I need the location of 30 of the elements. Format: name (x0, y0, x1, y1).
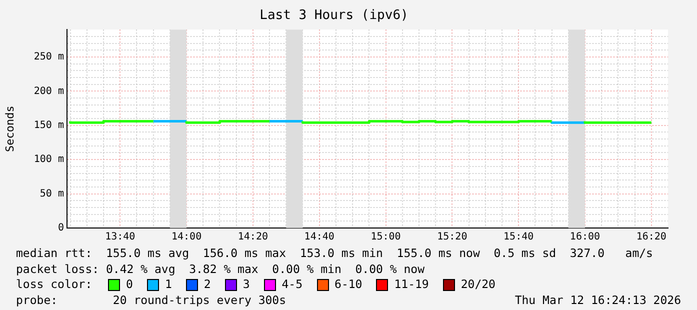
x-tick-label: 16:20 (636, 232, 666, 243)
text: probe: 20 round-trips every 300s (16, 292, 286, 308)
x-tick-label: 16:00 (570, 232, 600, 243)
y-axis-title: Seconds (3, 106, 16, 152)
chart-title: Last 3 Hours (ipv6) (260, 8, 408, 24)
y-tick-label: 50 m (40, 188, 64, 200)
text: median rtt: 155.0 ms avg 156.0 ms max 153.0 ms min 155.0 ms now 0.5 ms sd 327.0 am/s (16, 246, 654, 262)
legend-label: 11-19 (393, 277, 429, 293)
x-tick-label: 14:00 (171, 232, 202, 243)
y-tick-label: 200 m (34, 86, 64, 97)
legend-label: 0 (125, 277, 133, 293)
y-tick-label: 150 m (34, 120, 64, 131)
legend-label: 20/20 (460, 277, 496, 293)
y-tick-label: 250 m (34, 52, 64, 63)
legend-label: 3 (242, 277, 250, 293)
y-tick-label: 0 (58, 222, 64, 234)
x-tick-label: 14:40 (304, 232, 334, 243)
x-tick-label: 15:00 (370, 232, 401, 243)
legend-label: 1 (164, 277, 172, 293)
x-tick-label: 14:20 (238, 232, 268, 243)
y-tick-label: 100 m (34, 154, 64, 166)
legend-title: loss color: (16, 277, 94, 293)
text: packet loss: 0.42 % avg 3.82 % max 0.00 % min 0.00 % now (16, 262, 426, 278)
x-tick-label: 15:20 (437, 232, 468, 243)
text: Thu Mar 12 16:24:13 2026 (514, 292, 681, 308)
legend-label: 2 (202, 277, 211, 293)
x-tick-label: 15:40 (504, 232, 534, 243)
legend-label: 6-10 (334, 277, 362, 293)
x-tick-label: 13:40 (105, 232, 136, 243)
legend-label: 4-5 (280, 277, 303, 293)
